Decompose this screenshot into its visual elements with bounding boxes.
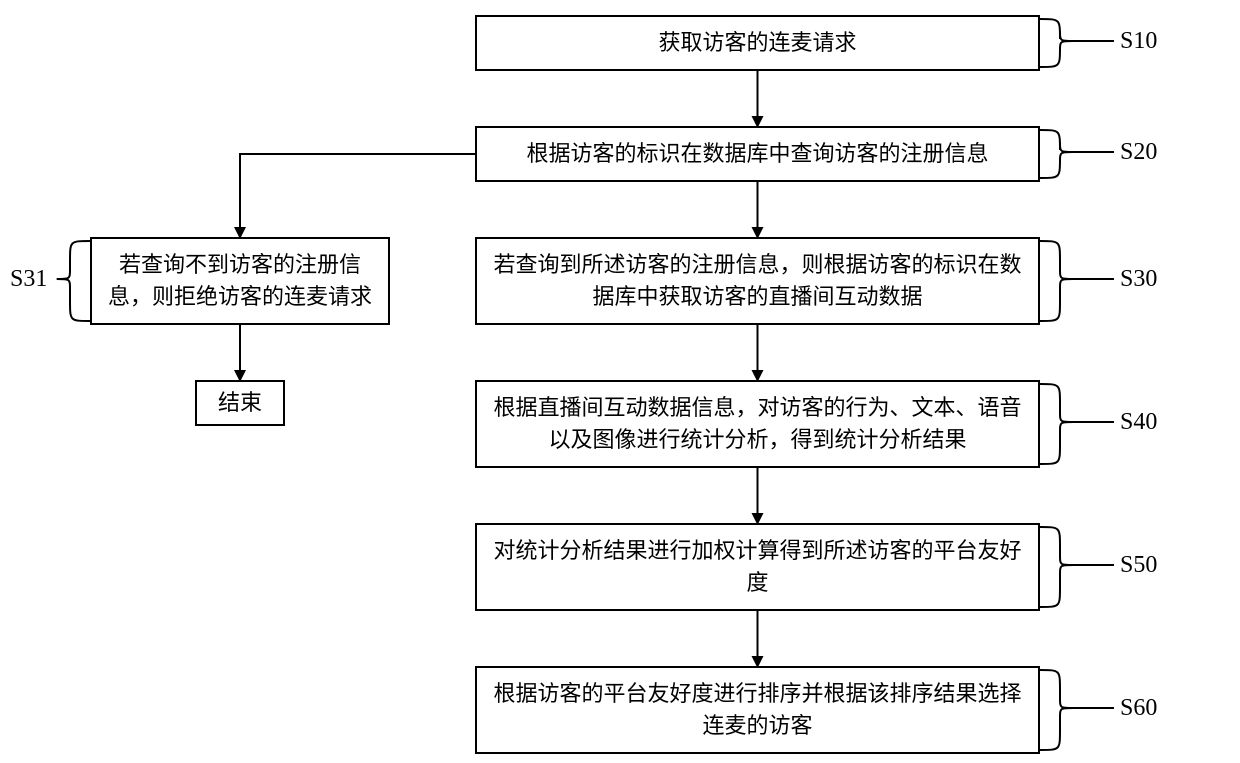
node-s30: 若查询到所述访客的注册信息，则根据访客的标识在数据库中获取访客的直播间互动数据 (475, 237, 1040, 325)
node-s20-text: 根据访客的标识在数据库中查询访客的注册信息 (526, 138, 988, 170)
label-s30: S30 (1120, 266, 1157, 293)
node-s31: 若查询不到访客的注册信息，则拒绝访客的连麦请求 (90, 237, 390, 325)
label-s20: S20 (1120, 139, 1157, 166)
label-s31: S31 (10, 266, 47, 293)
node-s50-text: 对统计分析结果进行加权计算得到所述访客的平台友好度 (489, 535, 1026, 599)
node-s10: 获取访客的连麦请求 (475, 15, 1040, 71)
label-s60: S60 (1120, 695, 1157, 722)
label-s40: S40 (1120, 409, 1157, 436)
node-s60-text: 根据访客的平台友好度进行排序并根据该排序结果选择连麦的访客 (489, 678, 1026, 742)
node-s10-text: 获取访客的连麦请求 (658, 27, 856, 59)
node-s40-text: 根据直播间互动数据信息，对访客的行为、文本、语音以及图像进行统计分析，得到统计分… (489, 392, 1026, 456)
node-s40: 根据直播间互动数据信息，对访客的行为、文本、语音以及图像进行统计分析，得到统计分… (475, 380, 1040, 468)
node-s20: 根据访客的标识在数据库中查询访客的注册信息 (475, 126, 1040, 182)
label-s10: S10 (1120, 28, 1157, 55)
label-s50: S50 (1120, 552, 1157, 579)
node-end-text: 结束 (218, 387, 262, 419)
node-s60: 根据访客的平台友好度进行排序并根据该排序结果选择连麦的访客 (475, 666, 1040, 754)
node-s31-text: 若查询不到访客的注册信息，则拒绝访客的连麦请求 (104, 249, 376, 313)
node-end: 结束 (195, 380, 285, 426)
node-s30-text: 若查询到所述访客的注册信息，则根据访客的标识在数据库中获取访客的直播间互动数据 (489, 249, 1026, 313)
node-s50: 对统计分析结果进行加权计算得到所述访客的平台友好度 (475, 523, 1040, 611)
